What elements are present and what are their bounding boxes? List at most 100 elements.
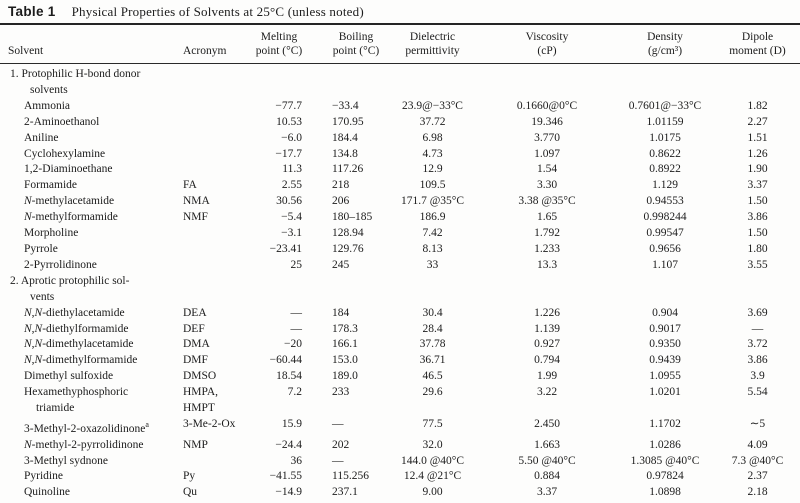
cell-dielectric: 46.5	[422, 370, 443, 383]
cell-solvent: N,N-dimethylacetamide	[24, 338, 134, 351]
cell-dielectric: 7.42	[422, 227, 443, 240]
col-header-acronym: Acronym	[175, 25, 248, 64]
col-header-line: Dipole	[741, 31, 774, 43]
cell-density: 0.8922	[649, 163, 681, 176]
cell-melting: 2.55	[281, 179, 302, 192]
cell-density: 1.01159	[646, 115, 684, 128]
table-row: 2-Pyrrolidinone 25 245 33 13.3 1.107 3.55	[0, 258, 800, 274]
table-row: Aniline −6.0 184.4 6.98 3.770 1.0175 1.51	[0, 131, 800, 147]
cell-melting: 15.9	[281, 417, 302, 430]
cell-boiling: 115.256	[332, 470, 369, 483]
cell-dielectric: 4.73	[422, 147, 443, 160]
cell-boiling: 134.8	[332, 147, 358, 160]
cell-viscosity: 3.22	[536, 386, 558, 399]
table-row: N,N-diethylacetamide DEA — 184 30.4 1.226 0.90…	[0, 306, 800, 322]
col-header-line: moment (D)	[729, 45, 786, 57]
cell-solvent: Morpholine	[24, 227, 79, 240]
cell-melting: −77.7	[275, 99, 302, 112]
cell-acronym: HMPT	[183, 402, 215, 415]
col-header-line: point (°C)	[332, 45, 380, 57]
col-header-line: Boiling	[338, 31, 374, 43]
cell-melting: −5.4	[281, 211, 302, 224]
col-header-dielectric-permittivity: Dielectric permittivity	[380, 25, 485, 64]
table-row: N-methyl-2-pyrrolidinone NMP −24.4 202 32.0 1…	[0, 438, 800, 454]
cell-density: 1.0898	[649, 486, 681, 499]
cell-viscosity: 0.794	[534, 354, 560, 367]
cell-boiling: 184	[332, 306, 350, 319]
cell-boiling: 202	[332, 438, 350, 451]
cell-solvent: Formamide	[24, 179, 78, 192]
table-row: N,N-dimethylacetamide DMA −20 166.1 37.78 0.9…	[0, 337, 800, 353]
cell-boiling: —	[332, 417, 344, 430]
cell-acronym	[175, 147, 248, 163]
cell-viscosity: 1.226	[534, 306, 560, 319]
cell-density: 0.904	[652, 306, 678, 319]
table-row: 3-Methyl-2-oxazolidinonea 3-Me-2-Ox 15.9 — 7…	[0, 417, 800, 438]
cell-density: 0.9350	[649, 338, 681, 351]
table-row: 3-Methyl sydnone 36 — 144.0 @40°C 5.50 @40°C…	[0, 454, 800, 470]
col-header-density: Density (g/cm³)	[595, 25, 715, 64]
cell-acronym: DEA	[183, 306, 207, 319]
cell-viscosity: 5.50 @40°C	[518, 454, 576, 467]
cell-dipole: 1.82	[747, 99, 768, 112]
cell-acronym: NMF	[183, 211, 208, 224]
table-row: N,N-diethylformamide DEF — 178.3 28.4 1.139 0.…	[0, 322, 800, 338]
cell-acronym: NMA	[183, 195, 210, 208]
cell-acronym	[175, 454, 248, 470]
cell-solvent: 3-Methyl-2-oxazolidinonea	[24, 419, 149, 435]
cell-viscosity: 1.54	[536, 163, 558, 176]
cell-dipole: 3.55	[747, 258, 768, 271]
cell-dipole: ∼5	[749, 417, 766, 430]
cell-melting: 36	[290, 454, 303, 467]
section-heading-row: vents	[0, 290, 800, 306]
cell-dipole: 3.37	[747, 179, 768, 192]
col-header-line: Solvent	[8, 45, 44, 57]
col-header-line: permittivity	[405, 45, 460, 57]
cell-density: 1.107	[652, 258, 678, 271]
cell-viscosity: 1.663	[534, 438, 560, 451]
cell-viscosity: 3.770	[534, 131, 560, 144]
cell-dipole	[715, 401, 800, 417]
section-heading-row: 1. Protophilic H-bond donor	[0, 64, 800, 83]
cell-acronym: FA	[183, 179, 197, 192]
cell-dipole: 1.51	[747, 131, 768, 144]
col-header-solvent: Solvent	[0, 25, 175, 64]
cell-acronym	[175, 258, 248, 274]
cell-acronym: Py	[183, 470, 196, 483]
cell-density: 0.97824	[646, 470, 684, 483]
section-heading-row: solvents	[0, 83, 800, 99]
col-header-line: Acronym	[183, 45, 227, 57]
col-header-viscosity: Viscosity (cP)	[485, 25, 595, 64]
cell-acronym	[175, 99, 248, 115]
cell-density: 0.7601@−33°C	[628, 99, 702, 112]
cell-dipole: 2.37	[747, 470, 768, 483]
cell-viscosity: 3.37	[536, 486, 558, 499]
cell-boiling: −33.4	[332, 99, 359, 112]
cell-density: 1.0175	[649, 131, 681, 144]
cell-solvent: N,N-diethylacetamide	[24, 306, 125, 319]
col-header-line: point (°C)	[255, 45, 303, 57]
cell-dielectric: 32.0	[422, 438, 443, 451]
cell-melting	[248, 401, 310, 417]
cell-melting: −23.41	[269, 242, 302, 255]
cell-solvent: Pyrrole	[24, 242, 58, 255]
table-row: N,N-dimethylformamide DMF −60.44 153.0 36.71…	[0, 353, 800, 369]
cell-melting: 7.2	[287, 386, 302, 399]
cell-solvent: Ammonia	[24, 99, 70, 112]
table-row: Hexamethyphosphoric HMPA, 7.2 233 29.6 3.22 1.…	[0, 385, 800, 401]
cell-solvent: N-methyl-2-pyrrolidinone	[24, 438, 144, 451]
cell-dielectric: 36.71	[419, 354, 446, 367]
cell-solvent: Dimethyl sulfoxide	[24, 370, 114, 383]
cell-melting: −3.1	[281, 227, 302, 240]
cell-solvent: triamide	[36, 402, 75, 415]
cell-dielectric: 29.6	[422, 386, 443, 399]
cell-viscosity: 1.139	[534, 322, 560, 335]
cell-viscosity: 13.3	[536, 258, 558, 271]
table-row: N-methylacetamide NMA 30.56 206 171.7 @35°C 3…	[0, 194, 800, 210]
cell-dielectric: 28.4	[422, 322, 443, 335]
section-heading-row: 2. Aprotic protophilic sol-	[0, 274, 800, 290]
cell-dielectric	[380, 401, 485, 417]
table-row: N-methylformamide NMF −5.4 180–185 186.9 1.65…	[0, 210, 800, 226]
cell-boiling	[310, 401, 380, 417]
cell-viscosity: 0.1660@0°C	[516, 99, 578, 112]
